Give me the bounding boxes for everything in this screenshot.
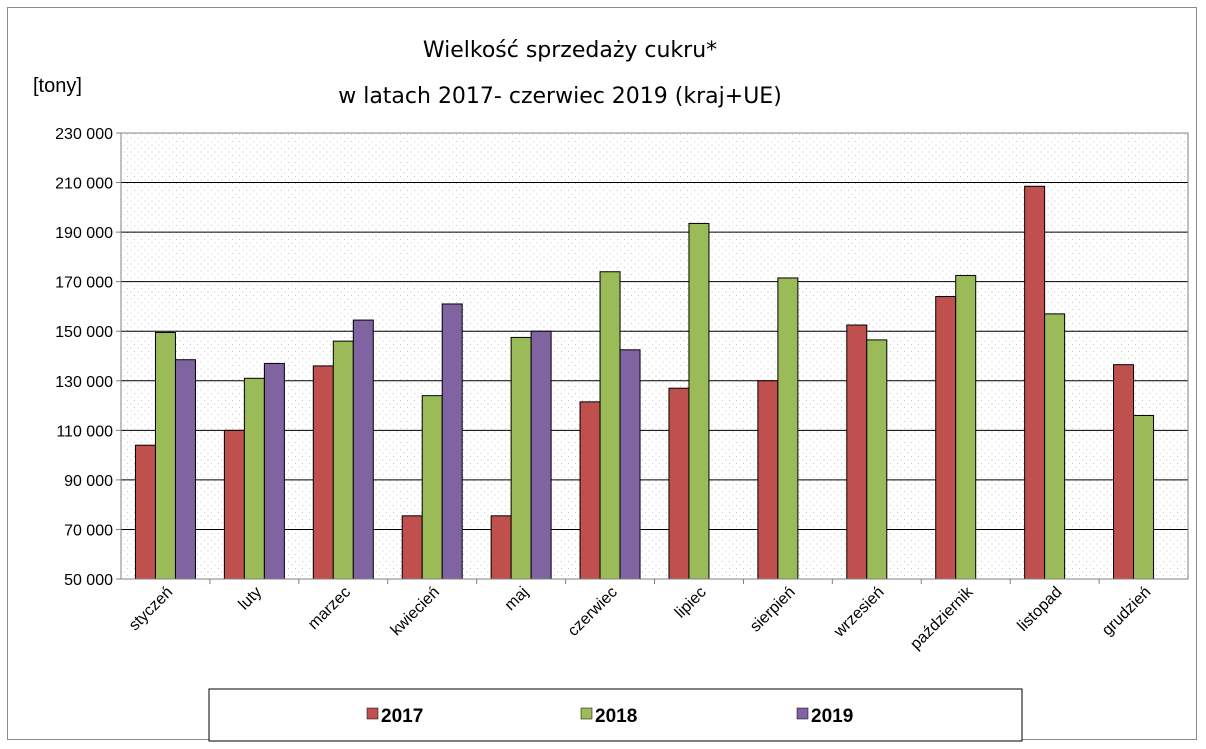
bar-2018-7 (777, 277, 799, 580)
bar-2017-4 (490, 515, 512, 580)
x-category-label: wrzesień (830, 584, 887, 641)
x-category-label: sierpień (747, 584, 799, 636)
y-tick-label: 230 000 (55, 126, 113, 143)
y-tick-label: 210 000 (55, 176, 113, 193)
x-category-label: listopad (1014, 584, 1065, 635)
bar-2019-0 (174, 359, 196, 580)
bar-2017-0 (134, 444, 156, 580)
bar-2018-5 (599, 271, 621, 580)
x-category-label: lipiec (672, 584, 710, 622)
y-tick-label: 170 000 (55, 275, 113, 292)
bar-2019-3 (441, 303, 463, 580)
grid-lines (121, 182, 1188, 530)
x-category-label: luty (236, 584, 266, 614)
bar-2017-5 (579, 401, 601, 580)
bar-2018-6 (688, 222, 710, 580)
bar-2018-10 (1044, 313, 1066, 580)
x-category-label: październik (907, 583, 977, 653)
y-tick-label: 70 000 (64, 522, 113, 539)
y-tick-label: 110 000 (56, 423, 113, 440)
bar-2019-4 (530, 330, 552, 580)
x-axis-ticks: styczeń luty marzec kwiecień maj czerwiec lipi… (126, 579, 1154, 653)
bar-2017-10 (1024, 185, 1046, 580)
y-tick-label: 150 000 (55, 324, 113, 341)
legend-box (208, 688, 1023, 742)
bar-2018-9 (955, 274, 977, 580)
y-axis-ticks: 50 000 70 000 90 000 110 000 130 000 150 000 1… (55, 126, 121, 589)
y-tick-label: 190 000 (55, 225, 113, 242)
bar-2018-3 (421, 395, 443, 580)
legend-swatch-2017 (366, 707, 379, 720)
bars (134, 185, 1155, 580)
bar-2017-1 (223, 429, 245, 580)
y-axis-unit-label: [tony] (33, 75, 82, 97)
bar-2018-2 (332, 340, 354, 580)
chart-title-line-1: Wielkość sprzedaży cukru* (423, 38, 717, 63)
bar-2017-8 (846, 324, 868, 580)
legend: 2017 2018 2019 (208, 688, 1023, 742)
bar-2017-9 (935, 296, 957, 580)
x-category-label: czerwiec (565, 584, 621, 640)
chart-title-line-2: w latach 2017- czerwiec 2019 (kraj+UE) (338, 84, 782, 109)
bar-2019-5 (619, 349, 641, 580)
legend-label-2019: 2019 (811, 706, 853, 727)
legend-label-2018: 2018 (595, 706, 637, 727)
x-category-label: grudzień (1099, 584, 1154, 639)
plot-area (121, 133, 1188, 579)
legend-swatch-2019 (796, 707, 809, 720)
bar-2017-2 (312, 365, 334, 580)
bar-2019-1 (263, 362, 285, 580)
y-tick-label: 90 000 (64, 473, 113, 490)
x-category-label: kwiecień (388, 584, 443, 639)
bar-2018-11 (1133, 414, 1155, 580)
bar-2017-7 (757, 380, 779, 580)
bar-2019-2 (352, 319, 374, 580)
bar-2018-8 (866, 339, 888, 580)
bar-2018-4 (510, 336, 532, 580)
y-tick-label: 50 000 (64, 572, 113, 589)
x-category-label: maj (502, 584, 532, 614)
legend-swatch-2018 (580, 707, 593, 720)
x-category-label: styczeń (126, 584, 176, 634)
y-tick-label: 130 000 (55, 374, 113, 391)
bar-2017-11 (1113, 364, 1135, 580)
x-category-label: marzec (305, 584, 354, 633)
bar-2017-6 (668, 387, 690, 580)
bar-2018-0 (154, 331, 176, 580)
bar-2018-1 (243, 377, 265, 580)
legend-label-2017: 2017 (381, 706, 423, 727)
bar-2017-3 (401, 515, 423, 580)
